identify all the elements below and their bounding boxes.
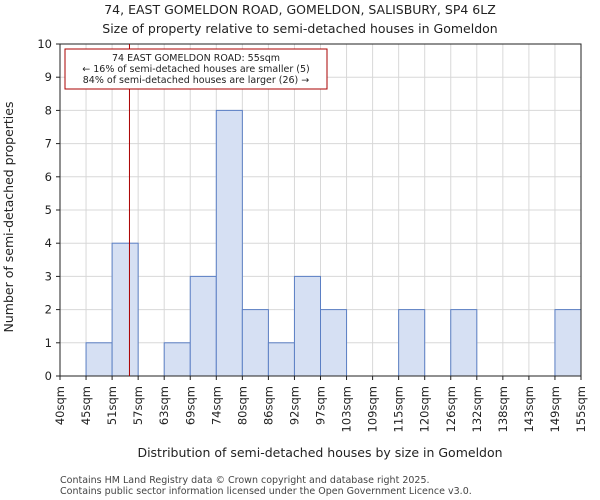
x-tick-label-45sqm: 45sqm <box>79 386 93 425</box>
x-tick-label-40sqm: 40sqm <box>53 386 67 425</box>
bar-126sqm <box>450 309 478 377</box>
chart-title: 74, EAST GOMELDON ROAD, GOMELDON, SALISB… <box>104 2 496 17</box>
annotation-box-frame <box>64 48 328 90</box>
bar-69sqm <box>189 275 217 377</box>
bar-80sqm <box>241 309 269 377</box>
chart-subtitle: Size of property relative to semi-detach… <box>102 21 497 36</box>
x-tick-label-120sqm: 120sqm <box>418 386 432 432</box>
x-tick-label-57sqm: 57sqm <box>131 386 145 425</box>
x-tick-label-92sqm: 92sqm <box>287 386 301 425</box>
x-tick-label-69sqm: 69sqm <box>183 386 197 425</box>
x-tick-label-143sqm: 143sqm <box>522 386 536 432</box>
y-tick-label-9: 9 <box>45 70 52 84</box>
bar-45sqm <box>85 342 113 377</box>
footer-line-2: Contains public sector information licen… <box>60 486 472 497</box>
x-tick-label-97sqm: 97sqm <box>314 386 328 425</box>
y-tick-label-1: 1 <box>45 336 52 350</box>
footer-line-1: Contains HM Land Registry data © Crown c… <box>60 475 430 486</box>
y-tick-label-7: 7 <box>45 137 52 151</box>
x-axis-ticks: 40sqm 45sqm 51sqm 57sqm 63sqm 69sqm 74sqm 80sqm… <box>53 376 588 432</box>
annotation-box: 74 EAST GOMELDON ROAD: 55sqm ← 16% of se… <box>64 48 328 90</box>
bar-149sqm <box>554 309 582 377</box>
y-tick-label-4: 4 <box>45 236 52 250</box>
y-tick-label-8: 8 <box>45 103 52 117</box>
x-tick-label-138sqm: 138sqm <box>496 386 510 432</box>
x-tick-label-103sqm: 103sqm <box>340 386 354 432</box>
y-axis-label: Number of semi-detached properties <box>1 102 16 333</box>
bar-92sqm <box>293 275 322 377</box>
bar-51sqm <box>111 242 139 377</box>
x-tick-label-63sqm: 63sqm <box>157 386 171 425</box>
x-tick-label-86sqm: 86sqm <box>261 386 275 425</box>
x-tick-label-80sqm: 80sqm <box>235 386 249 425</box>
x-tick-label-51sqm: 51sqm <box>105 386 119 425</box>
y-tick-label-2: 2 <box>45 303 52 317</box>
annotation-line-1: 74 EAST GOMELDON ROAD: 55sqm <box>112 53 280 64</box>
y-tick-label-0: 0 <box>45 369 52 383</box>
bar-63sqm <box>163 342 191 377</box>
annotation-line-2: ← 16% of semi-detached houses are smalle… <box>82 64 310 75</box>
y-tick-label-5: 5 <box>45 203 52 217</box>
bar-74sqm <box>215 109 243 377</box>
bar-115sqm <box>398 309 426 377</box>
x-tick-label-109sqm: 109sqm <box>366 386 380 432</box>
y-tick-label-10: 10 <box>37 37 52 51</box>
x-tick-label-149sqm: 149sqm <box>548 386 562 432</box>
annotation-line-3: 84% of semi-detached houses are larger (… <box>83 75 310 86</box>
x-tick-label-132sqm: 132sqm <box>470 386 484 432</box>
x-tick-label-74sqm: 74sqm <box>209 386 223 425</box>
bars <box>85 109 582 377</box>
y-tick-label-3: 3 <box>45 269 52 283</box>
x-tick-label-155sqm: 155sqm <box>574 386 588 432</box>
y-tick-label-6: 6 <box>45 170 52 184</box>
x-tick-label-126sqm: 126sqm <box>444 386 458 432</box>
bar-86sqm <box>267 342 295 377</box>
y-axis-ticks: 0 1 2 3 4 5 6 7 8 9 10 <box>37 37 60 383</box>
x-tick-label-115sqm: 115sqm <box>392 386 406 432</box>
bar-97sqm <box>320 309 348 377</box>
x-axis-label: Distribution of semi-detached houses by … <box>137 445 502 460</box>
